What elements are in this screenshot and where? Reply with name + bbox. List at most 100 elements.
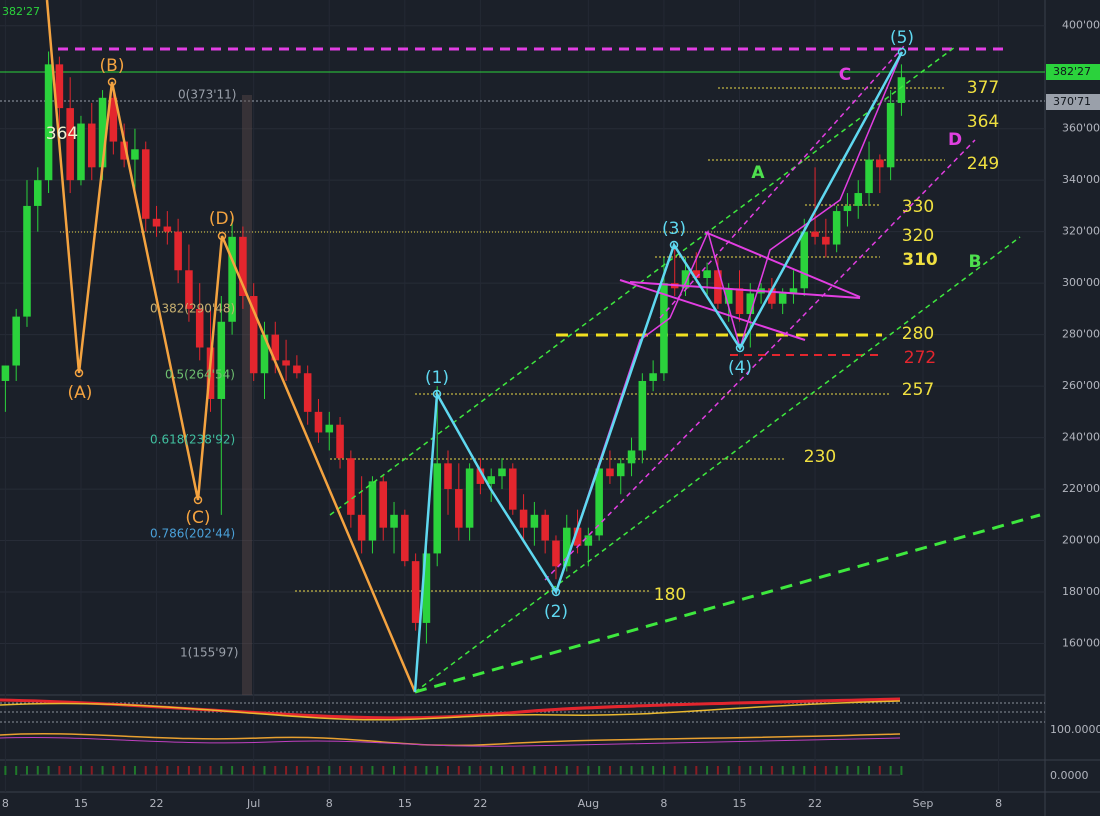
candle-body (886, 102, 895, 168)
indicator-bar (770, 766, 773, 775)
annotation: 280 (902, 324, 934, 344)
indicator-bar (630, 766, 633, 775)
candle-body (789, 288, 798, 294)
candle-body (120, 141, 128, 160)
candle-body (368, 481, 377, 541)
indicator-bar (15, 766, 18, 775)
indicator-bar (101, 766, 104, 775)
x-tick-label: 8 (326, 797, 333, 810)
trend-line (414, 236, 1021, 693)
annotation: 272 (904, 348, 936, 368)
wave-line (555, 51, 903, 593)
candle-body (23, 205, 31, 317)
levels (0, 47, 1045, 695)
candle-body (411, 561, 420, 623)
x-tick-label: 15 (732, 797, 746, 810)
indicator-bar (457, 766, 460, 775)
indicator-bar (295, 766, 298, 775)
indicator-label: 0.0000 (1050, 769, 1089, 782)
candle-body (519, 509, 528, 528)
annotations: (A) (B) (C) (D) (1) (2) (3) (4) (5) A B C D 377 364 249… (46, 28, 999, 660)
y-tick-label: 360'00 (1062, 122, 1100, 135)
indicator-bar (414, 766, 417, 775)
indicator-bar (760, 766, 763, 775)
annotation: 0.382(290'48) (150, 302, 235, 316)
annotation: A (751, 163, 765, 183)
wave-point (897, 47, 907, 57)
indicator-bar (781, 766, 784, 775)
indicator-bar (544, 766, 547, 775)
indicator-bar (187, 766, 190, 775)
axes: 400'00 360'00 340'00 320'00 300'00 280'00 260'… (2, 5, 1100, 810)
annotation: 1(155'97) (180, 646, 238, 660)
candle-body (627, 450, 636, 464)
indicator-bar (393, 766, 396, 775)
candle-body (541, 514, 549, 541)
candle-body (584, 535, 593, 546)
fib-range (242, 95, 252, 695)
wave-point (193, 495, 203, 505)
candle-body (735, 288, 744, 315)
candle-body (336, 424, 344, 459)
annotation: D (948, 130, 962, 150)
candle-body (87, 123, 96, 168)
drawings (45, 0, 1041, 694)
candle-body (217, 321, 226, 399)
price-tag-bg (1046, 64, 1100, 80)
candle-body (530, 514, 539, 528)
indicator-bar (90, 766, 93, 775)
indicator-bar (58, 766, 61, 775)
candle-body (163, 226, 172, 232)
candle-body (66, 108, 74, 181)
x-tick-label: 8 (995, 797, 1002, 810)
wedge-line (619, 279, 806, 341)
indicator-bar (198, 766, 201, 775)
candle-body (746, 293, 755, 315)
candle-body (228, 236, 236, 322)
y-tick-label: 400'00 (1062, 19, 1100, 32)
indicator-line (0, 733, 901, 747)
x-tick-label: 15 (398, 797, 412, 810)
candle-body (271, 334, 280, 361)
indicator-bar (587, 766, 590, 775)
indicator-bar (727, 766, 730, 775)
candle-body (681, 270, 690, 289)
indicator-bar (554, 766, 557, 775)
candle-body (595, 468, 603, 536)
price-tag-bg (1046, 94, 1100, 110)
indicator-bar (803, 766, 806, 775)
annotation: 377 (967, 78, 999, 98)
indicator-bar (738, 766, 741, 775)
candle-body (195, 308, 204, 348)
candle-body (897, 77, 906, 103)
candle-body (433, 463, 441, 554)
annotation: (A) (68, 383, 93, 403)
annotation: 0.618(238'92) (150, 433, 235, 447)
candle-body (282, 360, 290, 366)
indicator-bar (144, 766, 147, 775)
candle-body (444, 463, 452, 490)
indicator-bar (835, 766, 838, 775)
candle-body (44, 64, 53, 181)
annotation: 364 (967, 112, 999, 132)
x-tick-label: Sep (913, 797, 934, 810)
indicator-bar (824, 766, 827, 775)
candle-body (724, 288, 733, 304)
price-axis-bg (1045, 0, 1100, 816)
wave-point (74, 368, 84, 378)
wave-point (432, 389, 442, 399)
annotation: 257 (902, 380, 934, 400)
candle-body (465, 468, 474, 528)
candle-body (109, 97, 118, 142)
y-tick-label: 280'00 (1062, 328, 1100, 341)
candle-body (185, 270, 193, 309)
candle-body (854, 193, 863, 206)
annotation: 364 (46, 124, 78, 144)
candle-body (55, 64, 64, 109)
indicator-bar (339, 766, 342, 775)
indicator-bar (360, 766, 363, 775)
indicator-bar (673, 766, 676, 775)
annotation: (5) (890, 28, 914, 48)
candle-body (476, 468, 485, 484)
